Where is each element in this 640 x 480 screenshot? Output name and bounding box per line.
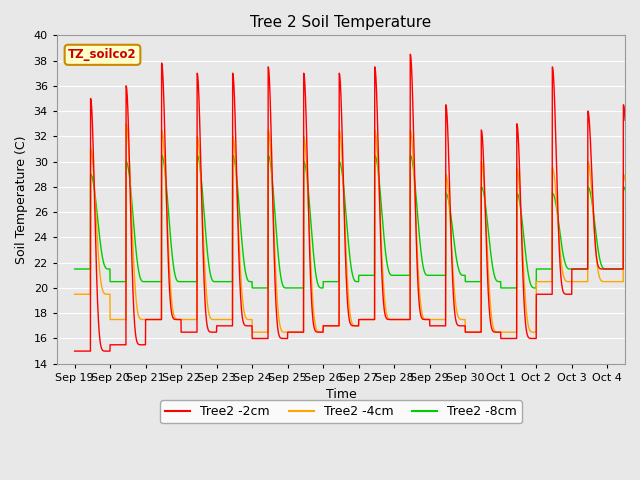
Legend: Tree2 -2cm, Tree2 -4cm, Tree2 -8cm: Tree2 -2cm, Tree2 -4cm, Tree2 -8cm xyxy=(160,400,522,423)
Y-axis label: Soil Temperature (C): Soil Temperature (C) xyxy=(15,135,28,264)
Title: Tree 2 Soil Temperature: Tree 2 Soil Temperature xyxy=(250,15,431,30)
X-axis label: Time: Time xyxy=(326,388,356,401)
Text: TZ_soilco2: TZ_soilco2 xyxy=(68,48,137,61)
